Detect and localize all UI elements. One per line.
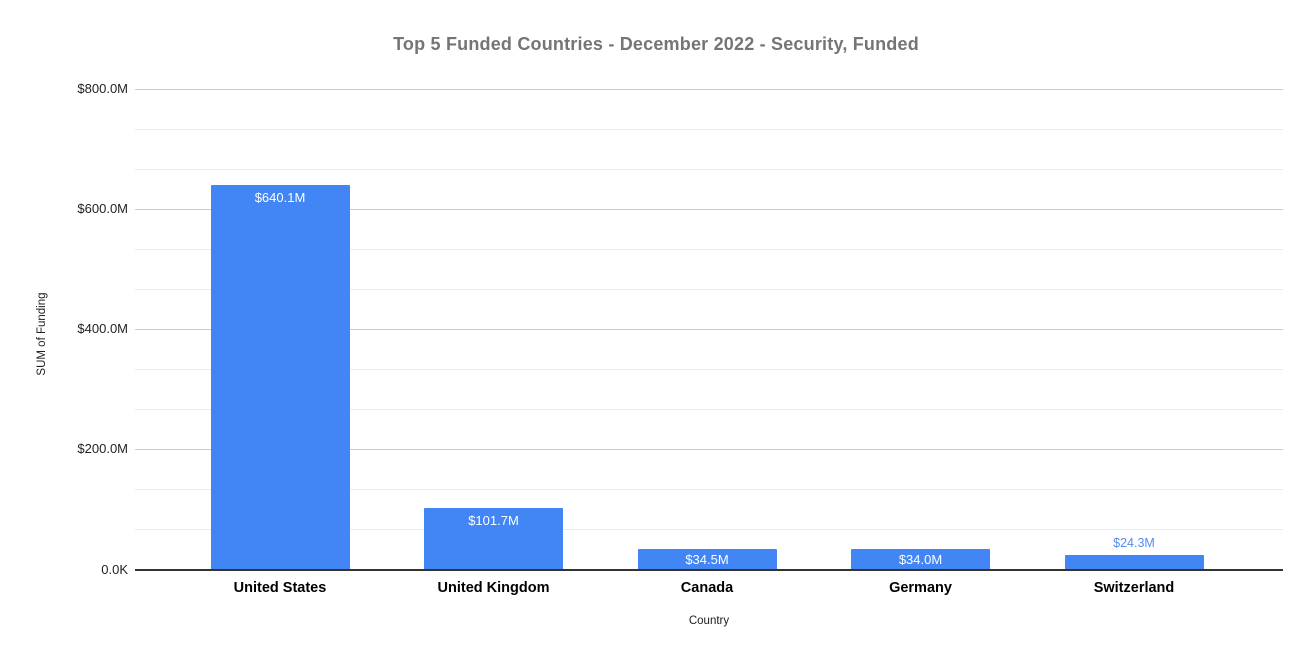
gridline-major — [135, 89, 1283, 90]
y-tick-label-400: $400.0M — [77, 321, 128, 337]
gridline-minor — [135, 529, 1283, 531]
x-category-label-germany: Germany — [889, 580, 952, 596]
gridline-minor — [135, 289, 1283, 291]
x-category-label-united-states: United States — [233, 580, 327, 596]
bar-value-label-switzerland: $24.3M — [1113, 535, 1155, 550]
x-category-label-switzerland: Switzerland — [1093, 580, 1175, 596]
x-axis-title: Country — [688, 615, 730, 627]
bar-value-label-united-states: $640.1M — [254, 190, 306, 206]
gridline-major — [135, 329, 1283, 331]
bar-united-states[interactable] — [210, 185, 350, 570]
bar-germany[interactable] — [851, 549, 990, 570]
gridline-minor — [135, 249, 1283, 251]
x-category-label-canada: Canada — [680, 580, 734, 596]
bar-united-kingdom[interactable] — [424, 508, 563, 570]
y-tick-label-0: 0.0K — [101, 561, 128, 577]
x-axis-line — [135, 569, 1283, 571]
gridline-minor — [135, 369, 1283, 371]
bar-switzerland[interactable] — [1064, 554, 1204, 570]
y-tick-label-800: $800.0M — [77, 81, 128, 96]
gridline-minor — [135, 129, 1283, 131]
bar-value-label-canada: $34.5M — [685, 551, 729, 567]
bar-value-label-germany: $34.0M — [898, 551, 943, 567]
y-tick-label-600: $600.0M — [77, 201, 128, 217]
bar-value-label-united-kingdom: $101.7M — [468, 513, 519, 529]
gridline-minor — [135, 169, 1283, 171]
y-tick-label-200: $200.0M — [77, 441, 128, 457]
gridline-minor — [135, 409, 1283, 411]
bar-canada[interactable] — [637, 548, 777, 570]
gridline-minor — [135, 489, 1283, 491]
gridline-major — [135, 209, 1283, 211]
chart-title: Top 5 Funded Countries - December 2022 -… — [393, 34, 919, 54]
gridline-major — [135, 449, 1283, 451]
x-category-label-united-kingdom: United Kingdom — [437, 580, 550, 596]
